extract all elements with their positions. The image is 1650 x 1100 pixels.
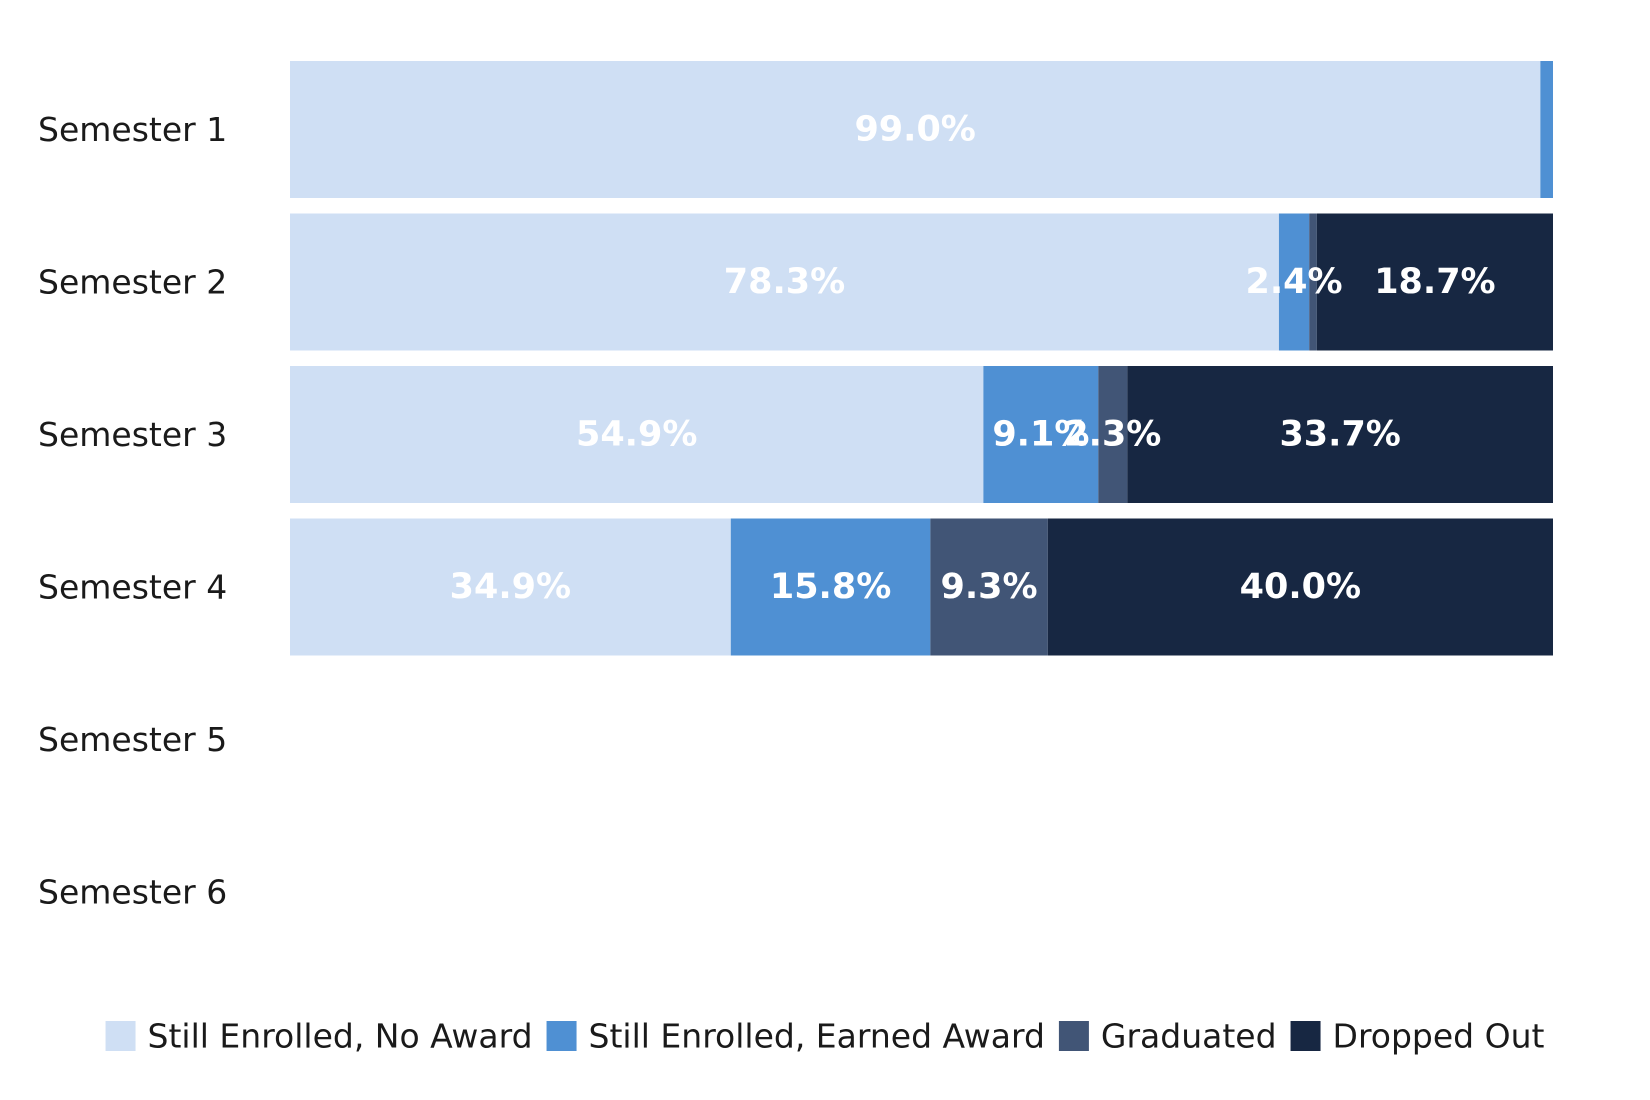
legend-swatch-still-enrolled-earned-award: [546, 1021, 577, 1051]
data-labels: 99.0% 78.3% 2.4% 18.7% 54.9% 9.1%2.3% 33.7% 34.…: [450, 110, 1496, 608]
legend-swatch-graduated: [1058, 1021, 1089, 1051]
legend-item-dropped-out: Dropped Out: [1290, 1017, 1545, 1056]
legend-label-graduated: Graduated: [1101, 1017, 1277, 1056]
bar-semester-1-still-enrolled-no-award: [290, 61, 1541, 198]
category-label-semester-1: Semester 1: [38, 110, 227, 149]
data-label-semester-2-still-enrolled-earned-award: 2.4%: [1246, 262, 1343, 302]
data-label-semester-4-still-enrolled-earned-award: 15.8%: [770, 567, 891, 607]
legend-item-still-enrolled-no-award: Still Enrolled, No Award: [105, 1017, 533, 1056]
bar-semester-2-still-enrolled-no-award: [290, 213, 1279, 351]
legend-item-still-enrolled-earned-award: Still Enrolled, Earned Award: [546, 1017, 1045, 1056]
category-label-semester-5: Semester 5: [38, 720, 227, 759]
data-label-semester-2-still-enrolled-no-award: 78.3%: [724, 262, 845, 302]
bar-semester-3-graduated: [1098, 366, 1128, 503]
bar-semester-2-graduated: [1309, 213, 1317, 351]
bar-semester-4-still-enrolled-earned-award: [730, 518, 931, 656]
data-label-semester-3-still-enrolled-no-award: 54.9%: [576, 415, 697, 455]
legend-label-dropped-out: Dropped Out: [1333, 1017, 1545, 1056]
legend: Still Enrolled, No Award Still Enrolled, …: [105, 1017, 1545, 1056]
data-label-semester-3-still-enrolled-earned-award: 9.1%: [992, 415, 1089, 455]
legend-swatch-still-enrolled-no-award: [105, 1021, 136, 1051]
bars-layer: [290, 61, 1553, 656]
bar-semester-3-still-enrolled-no-award: [290, 366, 984, 503]
bar-semester-2-still-enrolled-earned-award: [1278, 213, 1310, 351]
data-label-semester-4-graduated: 9.3%: [941, 567, 1038, 607]
bar-semester-4-graduated: [930, 518, 1048, 656]
category-label-semester-4: Semester 4: [38, 568, 227, 607]
legend-swatch-dropped-out: [1290, 1021, 1321, 1051]
legend-label-still-enrolled-no-award: Still Enrolled, No Award: [148, 1017, 533, 1056]
data-label-semester-2-dropped-out: 18.7%: [1374, 262, 1495, 302]
data-label-semester-3-dropped-out: 33.7%: [1279, 415, 1400, 455]
data-label-semester-4-still-enrolled-no-award: 34.9%: [450, 567, 571, 607]
legend-label-still-enrolled-earned-award: Still Enrolled, Earned Award: [589, 1017, 1045, 1056]
category-label-semester-2: Semester 2: [38, 263, 227, 302]
data-label-semester-4-dropped-out: 40.0%: [1240, 567, 1361, 607]
data-label-semester-3-graduated: 2.3%: [1064, 415, 1161, 455]
category-label-semester-6: Semester 6: [38, 873, 227, 912]
bar-semester-4-still-enrolled-no-award: [290, 518, 731, 656]
bar-semester-3-still-enrolled-earned-award: [983, 366, 1099, 503]
bar-semester-1-still-enrolled-earned-award: [1540, 61, 1553, 198]
bar-semester-3-dropped-out: [1127, 366, 1553, 503]
bar-semester-2-dropped-out: [1316, 213, 1553, 351]
data-label-semester-1-still-enrolled-no-award: 99.0%: [854, 110, 975, 150]
legend-item-graduated: Graduated: [1058, 1017, 1277, 1056]
bar-semester-4-dropped-out: [1047, 518, 1553, 656]
category-labels: Semester 1 Semester 2 Semester 3 Semester 4…: [38, 110, 227, 912]
category-label-semester-3: Semester 3: [38, 415, 227, 454]
